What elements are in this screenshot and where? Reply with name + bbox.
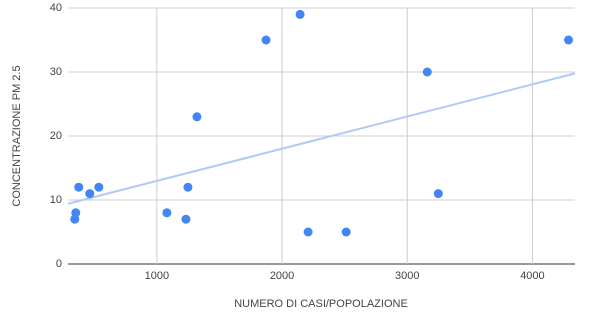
point: [94, 182, 104, 192]
x-tick-label: 1000: [145, 270, 169, 282]
point: [295, 9, 305, 19]
point: [71, 208, 81, 218]
point: [341, 227, 351, 237]
point: [74, 182, 84, 192]
y-tick-label: 10: [50, 194, 62, 206]
point: [261, 35, 271, 45]
point: [192, 112, 202, 122]
y-axis-title: CONCENTRAZIONE PM 2.5: [11, 65, 23, 206]
y-tick-label: 30: [50, 66, 62, 78]
x-tick-label: 4000: [520, 270, 544, 282]
point: [422, 67, 432, 77]
point: [303, 227, 313, 237]
x-tick-label: 3000: [395, 270, 419, 282]
y-tick-label: 40: [50, 2, 62, 14]
y-tick-label: 20: [50, 130, 62, 142]
point: [563, 35, 573, 45]
x-axis-title: NUMERO DI CASI/POPOLAZIONE: [234, 298, 408, 310]
trendline: [67, 72, 576, 205]
x-tick-label: 2000: [270, 270, 294, 282]
point: [181, 214, 191, 224]
point: [433, 189, 443, 199]
point: [183, 182, 193, 192]
point: [162, 208, 172, 218]
point: [85, 189, 95, 199]
y-tick-label: 0: [56, 258, 62, 270]
